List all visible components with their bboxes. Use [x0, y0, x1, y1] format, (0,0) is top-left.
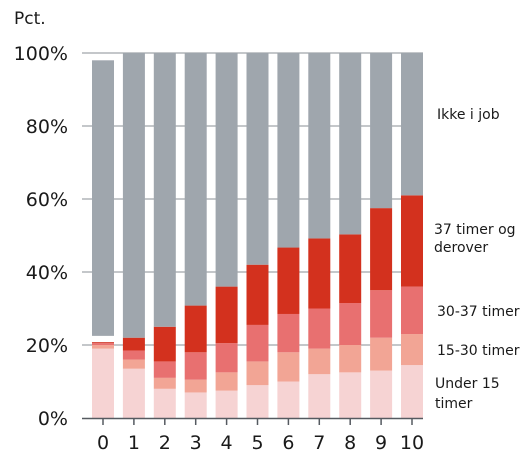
bar-segment	[339, 53, 362, 235]
y-tick-label: 40%	[26, 262, 68, 284]
bar-segment	[215, 390, 238, 418]
legend-label: 37 timer og	[434, 222, 516, 238]
bars	[92, 53, 423, 418]
bar-segment	[153, 388, 176, 418]
legend-label: Ikke i job	[437, 107, 500, 123]
bar-segment	[370, 290, 393, 338]
bar-segment	[370, 208, 393, 291]
axes: 0% 20% 40% 60% 80% 100% 0 1 2 3 4 5 6 7 8 9 10	[14, 43, 424, 454]
y-tick-label: 80%	[26, 116, 68, 138]
bar-segment	[184, 379, 207, 393]
x-tick-label: 5	[251, 432, 263, 454]
bar-segment	[246, 385, 269, 418]
y-tick-label: 0%	[38, 408, 68, 430]
x-tick-label: 6	[282, 432, 294, 454]
bar-segment	[215, 53, 238, 287]
bar-segment	[122, 53, 145, 338]
bar-segment	[308, 308, 331, 349]
bar-segment	[308, 238, 331, 309]
bar-segment	[92, 343, 114, 345]
bar-segment	[153, 326, 176, 362]
legend-label: timer	[435, 396, 473, 412]
bar-segment	[277, 352, 300, 382]
bar-segment	[122, 368, 145, 418]
legend-label: 30-37 timer	[437, 304, 520, 320]
bar-segment	[401, 53, 423, 196]
bar-segment	[122, 337, 145, 351]
bar-segment	[184, 392, 207, 418]
unit-label: Pct.	[14, 9, 46, 29]
x-tick-label: 0	[97, 432, 109, 454]
bar-segment	[401, 195, 423, 287]
bar-segment	[122, 359, 145, 369]
bar-segment	[184, 53, 207, 306]
legend-label: 15-30 timer	[437, 343, 520, 359]
bar-segment	[308, 374, 331, 418]
x-tick-label: 4	[221, 432, 233, 454]
legend-label: Under 15	[435, 376, 500, 392]
bar-segment	[277, 247, 300, 314]
x-tick-label: 8	[344, 432, 356, 454]
legend-label: derover	[434, 240, 488, 256]
bar-segment	[370, 53, 393, 209]
bar-segment	[401, 334, 423, 366]
bar-segment	[277, 313, 300, 353]
bar-segment	[184, 352, 207, 380]
bar-segment	[339, 303, 362, 345]
bar-segment	[122, 350, 145, 360]
bar-segment	[246, 264, 269, 325]
x-tick-label: 1	[128, 432, 140, 454]
legend-labels: Under 15 timer 15-30 timer 30-37 timer 37 ti…	[434, 107, 520, 412]
bar-segment	[401, 286, 423, 335]
bar-segment	[370, 337, 393, 371]
bar-segment	[92, 348, 114, 418]
bar-segment	[153, 377, 176, 389]
bar-segment	[370, 370, 393, 418]
bar-segment	[184, 305, 207, 353]
bar-segment	[153, 361, 176, 378]
y-tick-label: 100%	[14, 43, 68, 65]
x-tick-label: 9	[375, 432, 387, 454]
bar-segment	[339, 234, 362, 304]
bar-segment	[277, 53, 300, 248]
bar-segment	[308, 348, 331, 375]
bar-segment	[215, 286, 238, 344]
x-tick-label: 10	[400, 432, 424, 454]
bar-segment	[308, 53, 331, 239]
bar-segment	[215, 372, 238, 391]
bar-segment	[153, 53, 176, 327]
x-tick-label: 7	[313, 432, 325, 454]
x-tick-label: 3	[190, 432, 202, 454]
bar-segment	[277, 381, 300, 418]
bar-segment	[92, 345, 114, 349]
bar-segment	[92, 342, 114, 344]
y-tick-label: 60%	[26, 189, 68, 211]
bar-segment	[246, 324, 269, 362]
bar-segment	[92, 60, 114, 343]
bar-segment	[215, 343, 238, 373]
bar-white-mark	[92, 335, 114, 343]
bar-segment	[339, 345, 362, 373]
bar-segment	[246, 361, 269, 386]
bar-segment	[339, 372, 362, 418]
bar-segment	[246, 53, 269, 265]
y-tick-label: 20%	[26, 335, 68, 357]
bar-segment	[401, 365, 423, 418]
x-tick-label: 2	[159, 432, 171, 454]
